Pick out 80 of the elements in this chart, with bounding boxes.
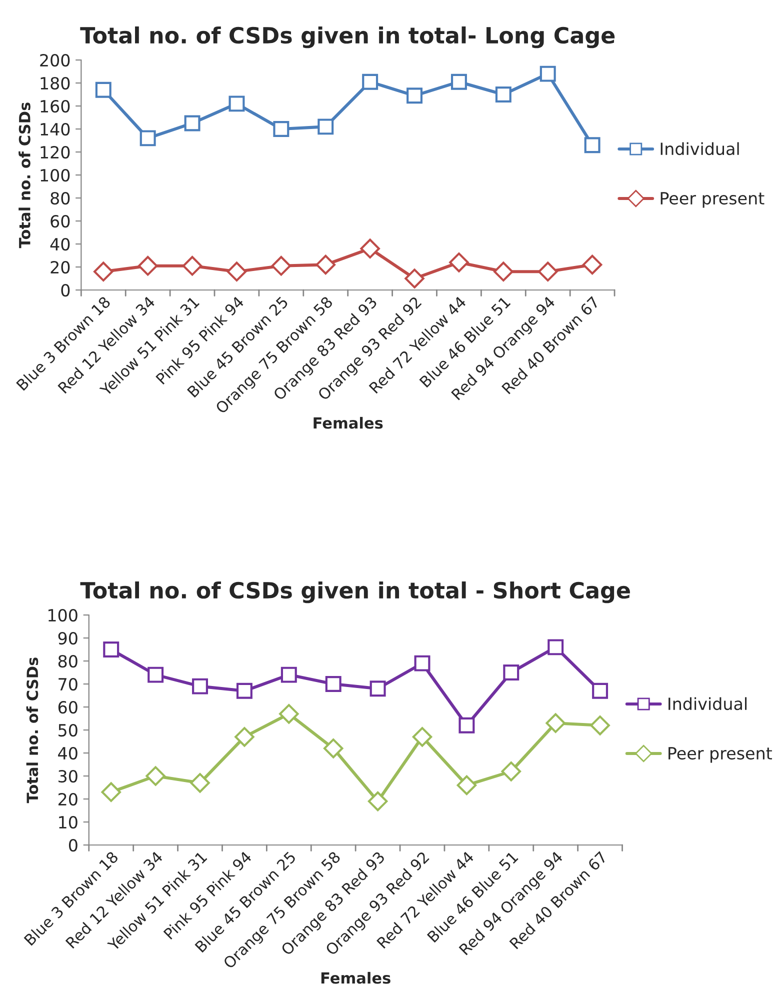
point [501,762,522,782]
y-tick-label: 60 [50,214,70,228]
point [271,256,292,276]
point [546,713,566,733]
point [450,74,467,90]
point [503,664,520,680]
point [148,666,164,683]
y-tick-label: 180 [40,76,70,90]
legend-label: Individual [668,697,747,710]
point [316,254,336,275]
point [184,115,200,132]
point [494,262,514,282]
point [495,86,512,102]
point [362,74,378,90]
y-axis-title: Total no. of CSDs [18,102,30,248]
point [592,682,608,699]
point [103,642,120,658]
point [412,727,432,747]
point [101,782,122,802]
point [226,262,247,282]
point [368,791,388,812]
y-tick-label: 140 [40,122,70,136]
x-axis-title: Females [321,972,390,984]
point [94,262,114,282]
point [406,88,423,104]
y-tick-label: 100 [40,168,70,182]
y-tick-label: 20 [50,260,70,274]
point [138,256,158,276]
point [449,252,469,272]
point [279,704,299,724]
point [582,254,602,275]
y-tick-label: 80 [58,654,78,668]
y-tick-label: 160 [40,100,70,113]
legend-label: Peer present [660,192,764,208]
x-axis-title: Females [314,416,383,429]
point [236,682,252,699]
point [190,773,210,793]
point [323,738,344,758]
point [273,121,290,137]
y-tick-label: 200 [40,54,70,67]
chart-title: Total no. of CSDs given in total- Long Cage [80,26,615,48]
y-tick-label: 0 [68,838,78,852]
y-tick-label: 40 [50,238,70,251]
point [404,268,424,288]
y-tick-label: 100 [48,608,78,622]
y-tick-label: 40 [58,746,78,760]
point [280,666,297,683]
point [234,727,254,747]
y-tick-label: 0 [61,284,70,297]
y-tick-label: 120 [40,146,70,159]
point [228,96,245,112]
legend-label: Individual [660,142,739,156]
point [325,676,342,692]
point [548,639,564,656]
y-axis-title: Total no. of CSDs [26,658,38,804]
point [456,775,477,796]
point [146,766,166,786]
point [540,66,556,82]
y-tick-label: 60 [58,700,78,714]
point [318,118,334,135]
legend-label: Peer present [668,747,772,763]
y-tick-label: 30 [58,770,78,783]
y-tick-label: 90 [58,632,78,645]
point [95,82,112,98]
point [192,678,208,694]
point [538,262,558,282]
y-tick-label: 20 [58,792,78,806]
point [584,137,600,154]
chart-title: Total no. of CSDs given in total - Short Cage [80,581,630,604]
point [370,680,386,697]
y-tick-label: 70 [58,678,78,691]
y-tick-label: 10 [59,816,78,829]
point [140,130,156,146]
point [458,717,475,734]
point [360,238,380,258]
y-tick-label: 50 [58,724,78,737]
point [182,256,202,276]
point [590,716,610,736]
point [414,655,430,672]
y-tick-label: 80 [50,192,70,205]
